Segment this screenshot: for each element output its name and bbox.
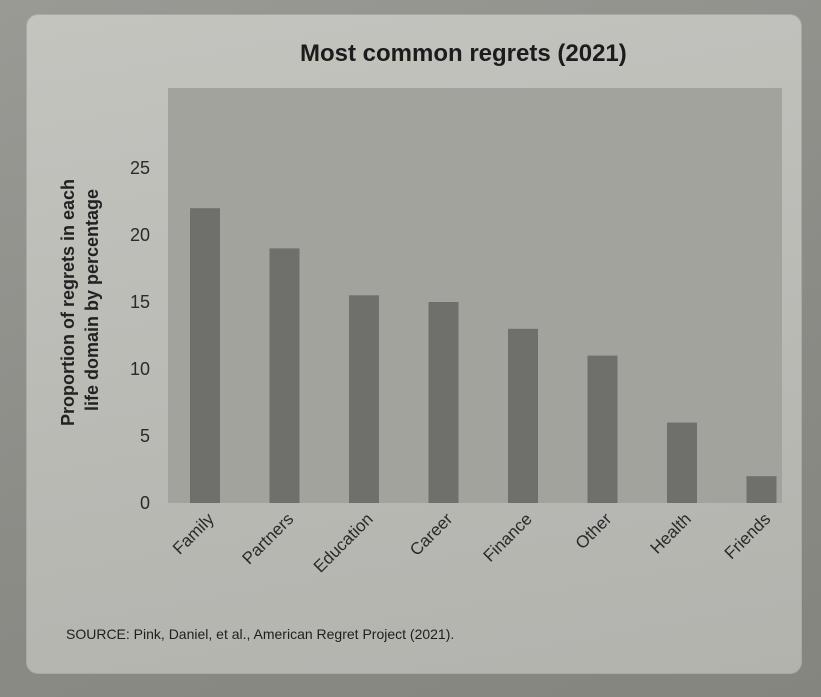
y-axis-label-line-1: Proportion of regrets in each (58, 179, 78, 426)
x-axis-labels: Family Partners Education Career Finance Othe… (169, 509, 774, 576)
bars (190, 208, 777, 503)
y-axis-label: Proportion of regrets in each life domai… (58, 174, 102, 426)
bar-partners (269, 248, 300, 503)
y-axis-ticks: 0 5 10 15 20 25 (130, 158, 150, 513)
y-tick-label: 15 (130, 292, 150, 312)
x-tick-label: Other (572, 509, 616, 553)
x-tick-label: Career (406, 509, 456, 559)
y-axis-label-line-2: life domain by percentage (82, 189, 102, 411)
y-tick-label: 5 (140, 426, 150, 446)
y-tick-label: 10 (130, 359, 150, 379)
y-tick-label: 25 (130, 158, 150, 178)
bar-family (190, 208, 220, 503)
bar-finance (508, 328, 538, 503)
x-tick-label: Finance (480, 509, 536, 565)
bar-other (587, 355, 618, 503)
y-tick-label: 0 (140, 493, 150, 513)
chart-title: Most common regrets (2021) (300, 40, 627, 67)
bar-health (667, 422, 697, 503)
x-tick-label: Friends (721, 509, 775, 563)
x-tick-label: Family (169, 509, 218, 558)
y-tick-label: 20 (130, 225, 150, 245)
bar-education (349, 295, 379, 503)
x-tick-label: Partners (238, 509, 297, 568)
x-tick-label: Health (647, 509, 695, 557)
source-note: SOURCE: Pink, Daniel, et al., American R… (66, 626, 455, 642)
bar-career (428, 302, 459, 503)
x-tick-label: Education (310, 509, 377, 576)
bar-friends (746, 476, 777, 503)
